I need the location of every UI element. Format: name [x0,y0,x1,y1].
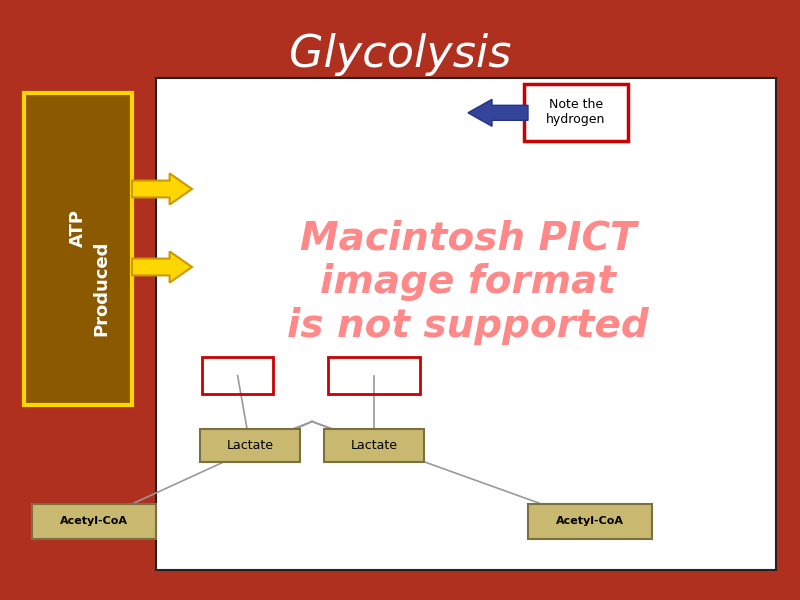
Text: Lactate: Lactate [226,439,274,452]
Text: Glycolysis: Glycolysis [289,33,511,76]
FancyArrow shape [132,173,192,205]
Text: Macintosh PICT
image format
is not supported: Macintosh PICT image format is not suppo… [287,219,649,345]
FancyBboxPatch shape [524,84,628,141]
FancyBboxPatch shape [528,504,652,539]
FancyBboxPatch shape [324,429,424,462]
FancyBboxPatch shape [200,429,300,462]
Text: ATP: ATP [69,209,86,247]
Text: Acetyl-CoA: Acetyl-CoA [60,517,128,526]
FancyBboxPatch shape [32,504,156,539]
Text: Produced: Produced [93,241,110,335]
FancyArrow shape [132,251,192,283]
FancyBboxPatch shape [24,93,132,405]
Text: Acetyl-CoA: Acetyl-CoA [556,517,624,526]
Text: Note the
hydrogen: Note the hydrogen [546,98,606,127]
Text: Lactate: Lactate [350,439,398,452]
FancyBboxPatch shape [156,78,776,570]
FancyArrow shape [468,99,528,126]
